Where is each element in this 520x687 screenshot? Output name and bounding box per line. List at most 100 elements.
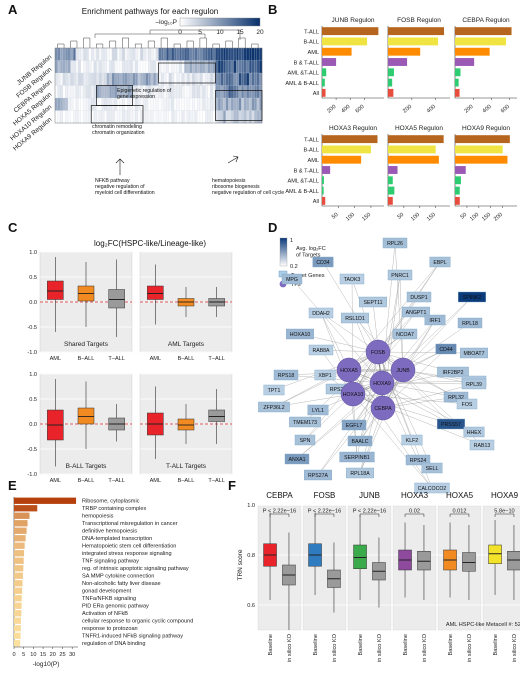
ytick-label: -0.5 (27, 325, 37, 331)
target-label: RPS21 (330, 387, 347, 393)
heatmap-cell (238, 85, 242, 99)
heatmap-cell (189, 110, 193, 124)
heatmap-cell (137, 60, 141, 74)
heatmap-cell (248, 85, 252, 99)
heatmap-cell (223, 47, 227, 61)
heatmap-cell (101, 72, 105, 86)
heatmap-cell (57, 60, 61, 74)
bar (14, 572, 23, 579)
heatmap-cell (189, 97, 193, 111)
tick-label: 100 (345, 212, 356, 223)
heatmap-title: Enrichment pathways for each regulon (82, 7, 219, 16)
heatmap-cell (73, 110, 77, 124)
tick-label: 100 (469, 212, 480, 223)
target-label: XBP1 (318, 373, 331, 379)
heatmap-cell (75, 47, 79, 61)
heatmap-cell (127, 110, 131, 124)
bar (322, 58, 337, 66)
panel-a-heatmap: A Enrichment pathways for each regulon –lo… (8, 2, 284, 196)
heatmap-cell (129, 47, 133, 61)
heatmap-cell (192, 72, 196, 86)
heatmap-cell (140, 60, 144, 74)
target-label: CD44 (439, 347, 452, 353)
box (488, 544, 502, 564)
p-value: P < 2.22e−16 (353, 509, 387, 515)
heatmap-cell (119, 72, 123, 86)
bracket (449, 513, 470, 517)
target-node (429, 256, 451, 268)
heatmap-cell (104, 97, 108, 111)
target-label: ANXA1 (288, 457, 305, 463)
heatmap-cell (184, 97, 188, 111)
heatmap-cell (254, 97, 258, 111)
heatmap-cell (111, 60, 115, 74)
tick-label: 30 (69, 652, 75, 658)
tf-label: CEBPA (374, 406, 392, 412)
bar (388, 196, 393, 205)
heatmap-cell (189, 85, 193, 99)
box (417, 551, 431, 571)
heatmap-cell (60, 85, 64, 99)
edge (381, 382, 419, 461)
heatmap-cell (197, 97, 201, 111)
subpanel-title: CEBPA Regulon (462, 17, 510, 24)
heatmap-cell (163, 110, 167, 124)
heatmap-cell (246, 110, 250, 124)
annotation-epigenetic: Epigenetic regulation of gene expression (117, 88, 172, 100)
target-node (461, 378, 487, 390)
heatmap-cell (202, 97, 206, 111)
ytick-label: 1.0 (29, 250, 37, 256)
category-label: AML (307, 50, 319, 56)
heatmap-cell (114, 60, 118, 74)
box-subpanel: HOXA9 5.8e−10 Baseline in silico KO (482, 491, 520, 662)
heatmap-cell (241, 72, 245, 86)
edge (352, 393, 433, 489)
heatmap-cell (148, 47, 152, 61)
subpanel-title: HOXA5 (446, 491, 474, 500)
category-label: DNA-templated transcription (82, 536, 152, 542)
heatmap-cell (85, 110, 89, 124)
tf-node (370, 395, 396, 421)
target-node (312, 256, 334, 268)
target-label: SEPT11 (364, 300, 383, 306)
heatmap-cells (54, 47, 263, 124)
heatmap-cell (160, 97, 164, 111)
subpanel-bg (302, 505, 347, 631)
tf-label: HOXA10 (343, 392, 364, 398)
bar (455, 166, 466, 174)
heatmap-cell (243, 47, 247, 61)
heatmap-cell (145, 47, 149, 61)
heatmap-cell (199, 47, 203, 61)
heatmap-cell (158, 72, 162, 86)
bar (455, 68, 461, 77)
target-node (263, 384, 285, 396)
heatmap-cell (217, 97, 221, 111)
group-label: B–ALL (178, 356, 195, 362)
heatmap-cell (256, 47, 260, 61)
heatmap-cell (155, 47, 159, 61)
heatmap-cell (119, 110, 123, 124)
tick-label: 200 (493, 212, 504, 223)
heatmap-cell (73, 72, 77, 86)
edge (377, 351, 433, 469)
heatmap-cell (88, 47, 92, 61)
edge (381, 380, 475, 384)
bar-subpanel: HOXA5 Regulon 50 100 150 (387, 125, 450, 223)
group-label: AML (150, 356, 162, 362)
heatmap-cell (215, 85, 219, 99)
bar (14, 505, 38, 512)
heatmap-cell (251, 97, 255, 111)
heatmap-cell (256, 60, 260, 74)
box-subpanel: AML B–ALL T–ALL T-ALL Targets (139, 373, 233, 484)
target-node (392, 328, 418, 340)
heatmap-cell (215, 110, 219, 124)
bar (322, 37, 368, 46)
heatmap-cell (137, 110, 141, 124)
colorbar-label: –log₁₀P (155, 19, 177, 26)
target-node (405, 454, 431, 466)
heatmap-cell (85, 85, 89, 99)
heatmap-cell (109, 97, 113, 111)
bar (14, 520, 28, 527)
target-label: EGFL7 (346, 423, 363, 429)
box (108, 289, 125, 309)
